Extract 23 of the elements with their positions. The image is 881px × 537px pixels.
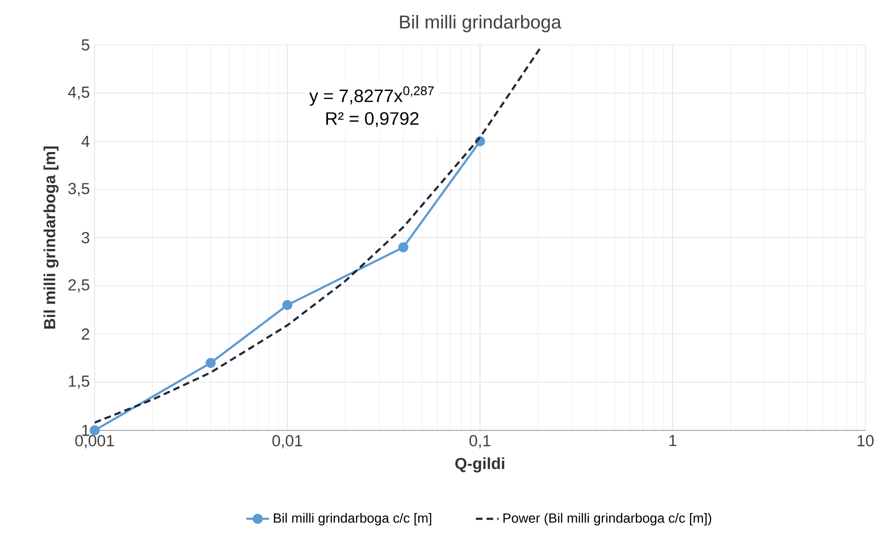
- y-tick-label: 3: [82, 232, 90, 244]
- point: [90, 425, 100, 436]
- legend-label: Power (Bil milli grindarboga c/c [m]): [503, 513, 712, 526]
- x-tick-label: 1: [669, 435, 676, 446]
- legend-label: Bil milli grindarboga c/c [m]: [274, 513, 432, 526]
- x-tick-label: 10: [858, 435, 874, 446]
- annotation: y = 7,8277x$^{0,287}$: [309, 86, 434, 106]
- y-tick-label: 2,5: [68, 279, 90, 292]
- y-tick-label: 1: [82, 424, 90, 436]
- y-tick-label: 4: [81, 136, 90, 147]
- y-tick-label: 5: [82, 39, 90, 51]
- y-tick-label: 1,5: [68, 376, 90, 389]
- point: [282, 300, 292, 310]
- x-axis-title: Q-gildi: [455, 457, 504, 472]
- annotation: R² = 0,9792: [326, 112, 418, 128]
- x-tick-label: 0,001: [75, 435, 114, 448]
- x-tick-label: 0,01: [272, 435, 302, 448]
- y-axis-title: Bil milli grindarboga [m]: [44, 146, 59, 329]
- chart-title: Bil milli grindarboga: [400, 14, 562, 32]
- y-tick-label: 4,5: [68, 86, 90, 100]
- x-tick-label: 0,1: [470, 435, 490, 448]
- y-tick-label: 3,5: [68, 182, 90, 196]
- y-tick-label: 2: [82, 328, 90, 340]
